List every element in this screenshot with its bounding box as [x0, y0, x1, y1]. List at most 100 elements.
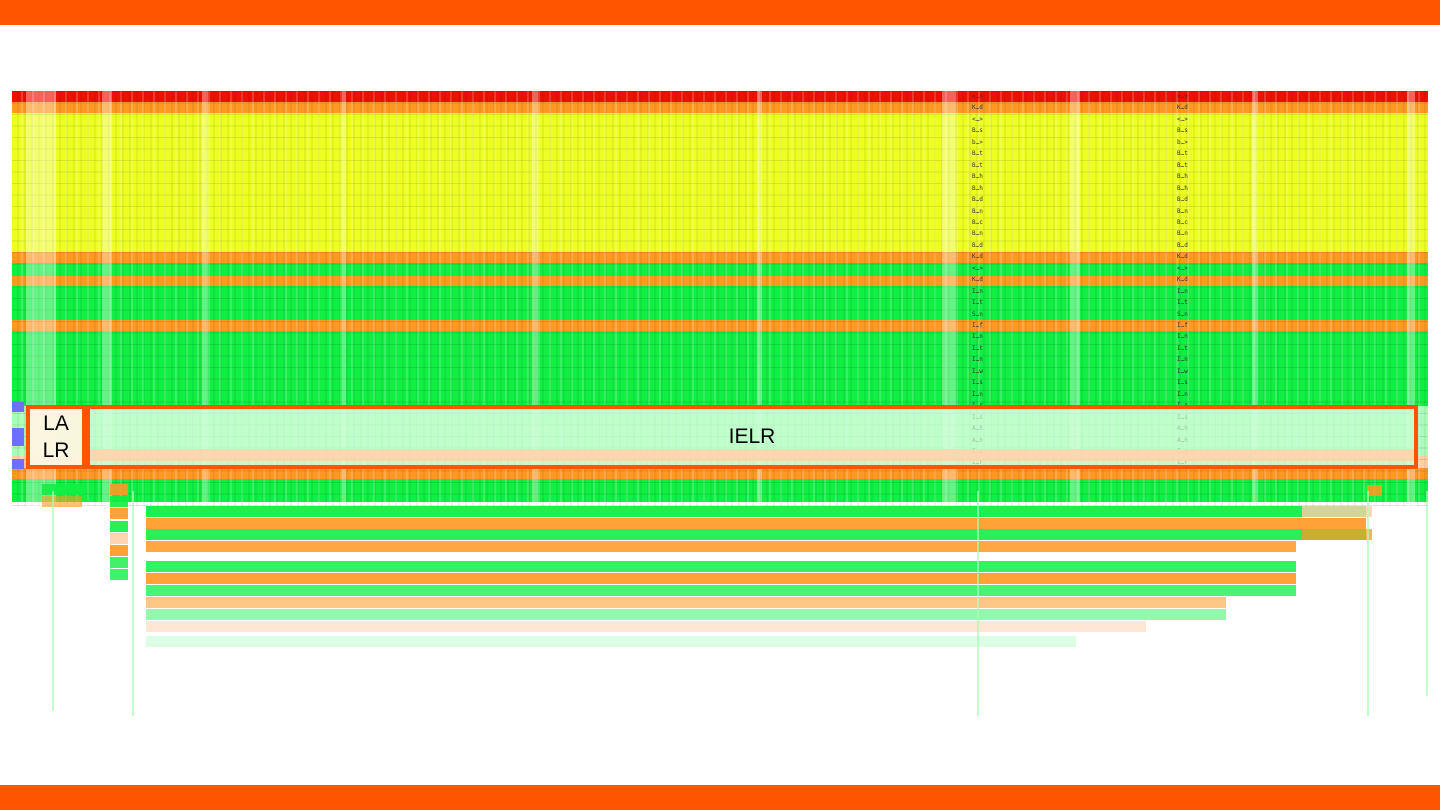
ielr-region-box: IELR	[86, 405, 1418, 469]
blue-edge-mark	[12, 459, 24, 469]
row-label: I…f	[972, 322, 983, 329]
flame-band-red	[12, 91, 1428, 102]
ielr-label: IELR	[728, 425, 776, 448]
flame-tail-segment	[42, 496, 82, 507]
flame-tail-segment	[146, 636, 1076, 647]
row-label: B…d	[1177, 241, 1188, 249]
flame-band-green	[12, 479, 1428, 502]
flame-band-orange	[12, 252, 1428, 263]
flame-tail-segment	[146, 561, 1296, 572]
row-label: K…d	[1177, 104, 1188, 112]
flame-light-column	[757, 91, 762, 506]
flame-tail-segment	[110, 521, 128, 532]
row-label: <…>	[972, 93, 983, 100]
row-label: B…d	[972, 196, 983, 204]
flame-tail-segment	[146, 597, 1226, 608]
row-label: S…n	[1177, 310, 1188, 318]
flame-light-column	[102, 91, 112, 506]
flame-tail-segment	[110, 557, 128, 568]
row-label: K…d	[972, 253, 983, 261]
lalr-region-box: LA LR	[26, 405, 86, 469]
row-label: <…>	[1177, 93, 1188, 100]
flame-tail-strand	[977, 491, 979, 716]
row-label: I…t	[1177, 344, 1188, 352]
row-label: K…d	[1177, 253, 1188, 261]
flame-tail-segment	[146, 518, 1366, 529]
row-label: I…n	[972, 287, 983, 295]
row-label: B…n	[1177, 230, 1188, 238]
flame-band-orange	[12, 320, 1428, 331]
row-label: I…n	[972, 390, 983, 398]
row-label: B…t	[972, 150, 983, 158]
row-label: B…h	[1177, 173, 1188, 181]
flame-tail-segment	[110, 533, 128, 544]
bottom-accent-bar	[0, 785, 1440, 810]
flame-tail-strand	[52, 491, 54, 711]
row-label: I…t	[972, 299, 983, 307]
ielr-peach-row	[90, 449, 1414, 461]
row-label: I…n	[1177, 390, 1188, 398]
flame-light-column	[1070, 91, 1080, 506]
lalr-label-line1: LA	[43, 412, 69, 435]
row-label: I…s	[972, 379, 983, 387]
top-accent-bar	[0, 0, 1440, 25]
flame-tail-segment	[146, 573, 1296, 584]
flame-tail-segment	[1367, 485, 1382, 496]
flame-tail-segment	[146, 609, 1226, 620]
flame-light-column	[1407, 91, 1415, 506]
row-label: I…n	[972, 333, 983, 341]
flame-tail-segment	[146, 541, 1296, 552]
row-label: <…>	[1177, 115, 1188, 123]
row-label: b…>	[1177, 138, 1188, 146]
flame-band-green	[12, 286, 1428, 320]
row-label: <…>	[972, 115, 983, 123]
row-label: I…n	[1177, 287, 1188, 295]
row-label: B…c	[972, 218, 983, 226]
row-label: <…>	[972, 264, 983, 272]
flame-tail-strand	[132, 491, 134, 716]
flame-band-orange	[12, 275, 1428, 286]
flame-tail-segment	[110, 569, 128, 580]
row-label: I…t	[1177, 299, 1188, 307]
blue-edge-mark	[12, 402, 24, 412]
row-label: B…n	[972, 230, 983, 238]
row-label: I…n	[972, 356, 983, 364]
flame-band-green	[12, 263, 1428, 275]
flame-tail-segment	[146, 621, 1146, 632]
row-label: <…>	[1177, 264, 1188, 272]
row-label: B…s	[1177, 127, 1188, 135]
row-label: K…d	[972, 104, 983, 112]
flame-tail-segment	[110, 496, 128, 507]
blue-edge-mark	[12, 428, 24, 446]
row-label: I…n	[1177, 333, 1188, 341]
flame-tail-segment	[1302, 529, 1372, 540]
row-label: K…d	[1177, 276, 1188, 284]
row-label: I…f	[1177, 322, 1188, 329]
flame-light-column	[342, 91, 346, 506]
row-label: S…n	[972, 310, 983, 318]
row-label: I…s	[1177, 379, 1188, 387]
flame-light-column	[942, 91, 956, 506]
flame-tail-segment	[42, 484, 82, 495]
row-label: B…n	[972, 207, 983, 215]
flame-tail-segment	[110, 508, 128, 519]
row-label: B…c	[1177, 218, 1188, 226]
row-label: B…s	[972, 127, 983, 135]
flame-band-orange	[12, 468, 1428, 479]
row-label: B…d	[972, 241, 983, 249]
flame-tail-segment	[146, 529, 1366, 540]
flame-light-column	[1252, 91, 1258, 506]
row-label: I…w	[972, 367, 983, 375]
row-label: K…d	[972, 276, 983, 284]
flame-tail-segment	[110, 545, 128, 556]
flame-band-orange	[12, 102, 1428, 113]
flame-tail-segment	[146, 506, 1366, 517]
flame-tail-segment	[1302, 506, 1372, 517]
row-label: B…t	[1177, 161, 1188, 169]
row-label: I…t	[972, 344, 983, 352]
row-label: I…n	[1177, 356, 1188, 364]
flame-tail-segment	[146, 585, 1296, 596]
row-label: B…t	[972, 161, 983, 169]
row-label: b…>	[972, 138, 983, 146]
row-label: B…h	[972, 173, 983, 181]
